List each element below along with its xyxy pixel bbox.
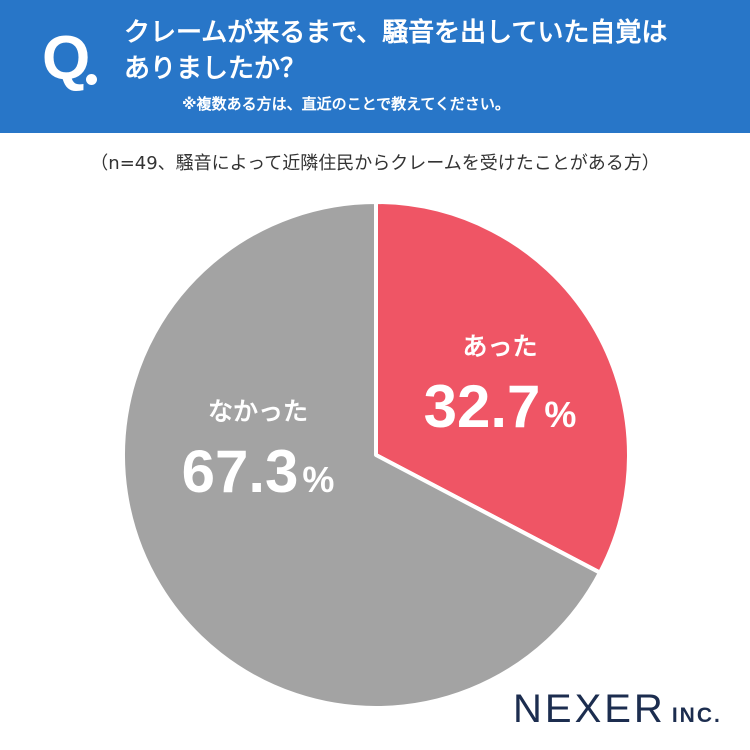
question-mark-dot — [86, 74, 97, 85]
pie-slice-yes — [374, 200, 631, 575]
question-mark: Q — [42, 24, 91, 93]
nexer-logo: NEXER INC. — [513, 687, 722, 732]
sample-size-note: （n=49、騒音によって近隣住民からクレームを受けたことがある方） — [90, 153, 660, 174]
slice-value-yes: 32.7% — [424, 373, 577, 440]
slice-label-yes: あった — [462, 332, 537, 361]
question-text-line1: クレームが来るまで、騒音を出していた自覚は — [124, 18, 668, 48]
slice-label-no: なかった — [208, 397, 308, 426]
question-text-line2: ありましたか？ — [124, 54, 307, 84]
question-header: Q クレームが来るまで、騒音を出していた自覚は ありましたか？ ※複数ある方は、… — [0, 0, 750, 133]
logo-main-text: NEXER — [513, 687, 666, 731]
logo-sub-text: INC. — [671, 704, 722, 727]
pie-slice-no — [121, 200, 602, 710]
question-note: ※複数ある方は、直近のことで教えてください。 — [182, 95, 510, 113]
slice-value-no: 67.3% — [182, 438, 335, 505]
